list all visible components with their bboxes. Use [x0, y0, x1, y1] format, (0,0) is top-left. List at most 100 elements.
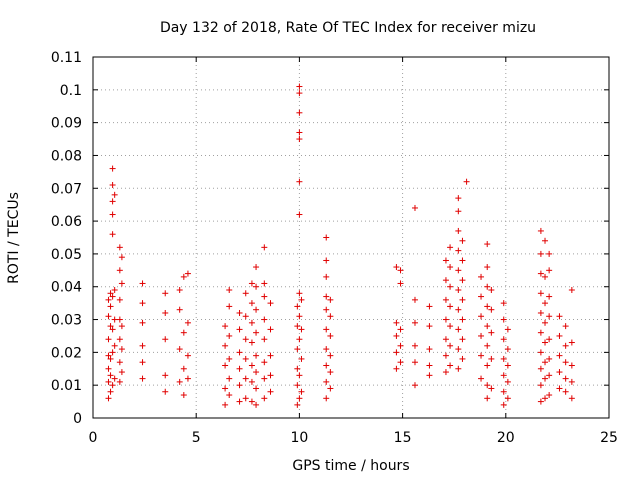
data-point	[455, 365, 462, 372]
y-tick-label: 0.05	[51, 247, 82, 263]
data-point	[296, 178, 303, 185]
data-point	[261, 244, 268, 251]
data-point	[323, 395, 330, 402]
data-point	[447, 362, 454, 369]
data-point	[455, 326, 462, 333]
data-point	[478, 332, 485, 339]
data-point	[248, 300, 255, 307]
data-points	[105, 83, 575, 408]
data-point	[459, 257, 466, 264]
data-point	[537, 398, 544, 405]
data-point	[222, 362, 229, 369]
data-point	[267, 300, 274, 307]
data-point	[184, 375, 191, 382]
data-point	[298, 296, 305, 303]
data-point	[442, 316, 449, 323]
data-point	[139, 359, 146, 366]
data-point	[442, 277, 449, 284]
data-point	[296, 313, 303, 320]
data-point	[296, 83, 303, 90]
y-tick-label: 0.04	[51, 280, 82, 296]
data-point	[222, 342, 229, 349]
data-point	[546, 372, 553, 379]
data-point	[176, 306, 183, 313]
data-point	[397, 280, 404, 287]
data-point	[162, 309, 169, 316]
data-point	[556, 313, 563, 320]
data-point	[459, 296, 466, 303]
data-point	[411, 204, 418, 211]
data-point	[226, 375, 233, 382]
y-tick-label: 0.09	[51, 116, 82, 132]
data-point	[107, 323, 114, 330]
data-point	[568, 362, 575, 369]
data-point	[488, 287, 495, 294]
data-point	[253, 401, 260, 408]
data-point	[542, 319, 549, 326]
data-point	[162, 388, 169, 395]
x-tick-label: 20	[497, 430, 515, 446]
data-point	[109, 349, 116, 356]
data-point	[176, 287, 183, 294]
data-point	[455, 247, 462, 254]
data-point	[296, 336, 303, 343]
data-point	[546, 250, 553, 257]
data-point	[537, 290, 544, 297]
data-point	[455, 287, 462, 294]
data-point	[248, 378, 255, 385]
data-point	[116, 378, 123, 385]
data-point	[442, 369, 449, 376]
data-point	[296, 129, 303, 136]
data-point	[323, 257, 330, 264]
data-point	[298, 355, 305, 362]
data-point	[294, 346, 301, 353]
data-point	[488, 355, 495, 362]
data-point	[447, 244, 454, 251]
data-point	[562, 388, 569, 395]
data-point	[542, 237, 549, 244]
data-point	[500, 336, 507, 343]
data-point	[393, 349, 400, 356]
data-point	[111, 287, 118, 294]
data-point	[139, 300, 146, 307]
data-point	[537, 365, 544, 372]
data-point	[184, 352, 191, 359]
data-point	[488, 385, 495, 392]
data-point	[118, 280, 125, 287]
data-point	[261, 336, 268, 343]
data-point	[546, 313, 553, 320]
data-point	[478, 273, 485, 280]
data-point	[442, 296, 449, 303]
data-point	[236, 365, 243, 372]
data-point	[459, 237, 466, 244]
data-point	[500, 401, 507, 408]
data-point	[537, 382, 544, 389]
data-point	[397, 326, 404, 333]
data-point	[139, 280, 146, 287]
data-point	[327, 369, 334, 376]
data-point	[500, 300, 507, 307]
data-point	[447, 323, 454, 330]
data-point	[236, 382, 243, 389]
data-point	[261, 316, 268, 323]
data-point	[109, 326, 116, 333]
data-point	[442, 336, 449, 343]
data-point	[397, 342, 404, 349]
data-point	[484, 264, 491, 271]
data-point	[546, 336, 553, 343]
data-point	[109, 231, 116, 238]
data-point	[267, 352, 274, 359]
y-tick-label: 0.01	[51, 378, 82, 394]
data-point	[116, 267, 123, 274]
data-point	[504, 326, 511, 333]
data-point	[500, 372, 507, 379]
data-point	[236, 349, 243, 356]
x-tick-label: 5	[192, 430, 201, 446]
data-point	[296, 136, 303, 143]
data-point	[327, 296, 334, 303]
chart-title: Day 132 of 2018, Rate Of TEC Index for r…	[160, 20, 536, 36]
data-point	[426, 323, 433, 330]
data-point	[484, 362, 491, 369]
data-point	[242, 355, 249, 362]
